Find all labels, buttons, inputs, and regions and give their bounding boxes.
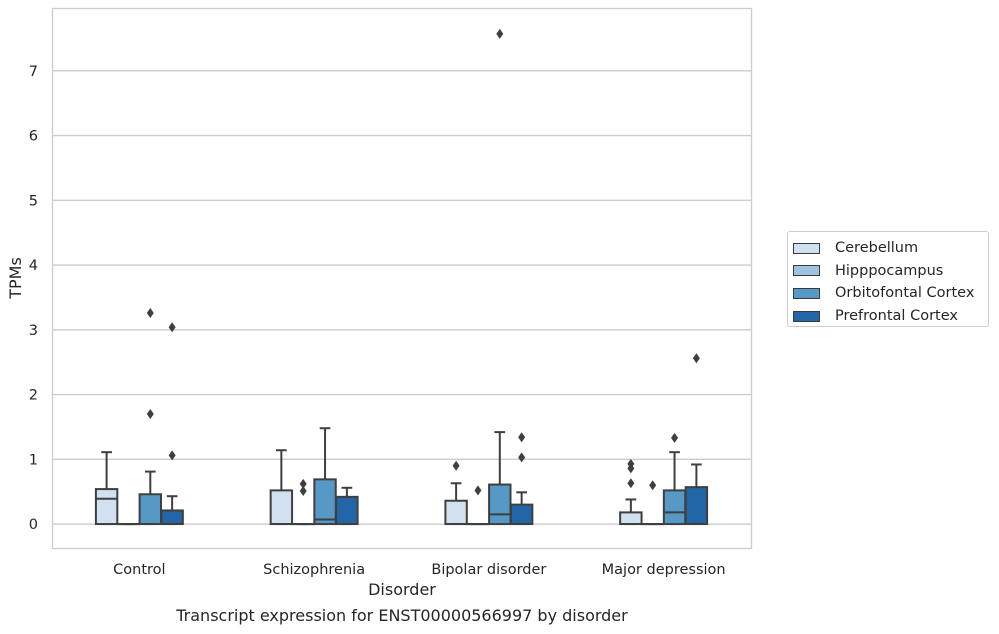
- box: [488, 483, 512, 526]
- outlier-point: [692, 353, 700, 364]
- outlier-point: [518, 432, 526, 443]
- outlier-point: [474, 485, 482, 496]
- y-tick-labels: 0 1 2 3 4 5 6 7: [29, 64, 38, 533]
- legend-item-orbitofrontal-cortex: Orbitofontal Cortex: [793, 282, 988, 305]
- y-tick-label: 0: [29, 517, 38, 533]
- box-group: [509, 432, 534, 526]
- box: [684, 486, 709, 526]
- legend-label-cerebellum: Cerebellum: [835, 240, 919, 257]
- outlier-point: [452, 460, 460, 471]
- legend: Cerebellum Hipppocampus Orbitofontal Cor…: [787, 231, 989, 327]
- legend-swatch-hippocampus: [793, 265, 820, 277]
- y-tick-label: 4: [29, 258, 38, 274]
- box: [509, 503, 534, 526]
- legend-swatch-prefrontal-cortex: [793, 310, 820, 322]
- outlier-point: [671, 432, 679, 443]
- outlier-point: [649, 480, 657, 491]
- y-axis-label: TPMs: [6, 257, 25, 300]
- outlier-point: [168, 450, 176, 461]
- x-tick-labels: Control Schizophrenia Bipolar disorder Majo…: [113, 562, 725, 578]
- box-group: [684, 353, 709, 526]
- outlier-point: [518, 452, 526, 463]
- box-group: [138, 307, 163, 526]
- y-tick-label: 6: [29, 129, 38, 145]
- box-group: [619, 458, 643, 526]
- box: [619, 511, 643, 526]
- plot-frame: [51, 7, 753, 550]
- box: [335, 495, 359, 526]
- box-group: [291, 478, 315, 526]
- box: [444, 499, 468, 526]
- x-axis-label: Disorder: [368, 580, 436, 599]
- y-tick-label: 2: [29, 388, 38, 404]
- box-group: [313, 427, 337, 526]
- outlier-point: [299, 478, 307, 489]
- chart-caption: Transcript expression for ENST0000056699…: [176, 606, 628, 625]
- outlier-point: [496, 28, 504, 39]
- box-group: [444, 460, 468, 526]
- outlier-point: [627, 463, 635, 474]
- box-plot-series: [94, 28, 709, 526]
- box: [94, 488, 119, 526]
- y-tick-label: 1: [29, 452, 38, 468]
- grid-lines: [52, 70, 751, 525]
- legend-item-prefrontal-cortex: Prefrontal Cortex: [793, 305, 988, 328]
- legend-item-hippocampus: Hipppocampus: [793, 260, 988, 283]
- outlier-point: [168, 322, 176, 333]
- y-tick-label: 7: [29, 64, 38, 80]
- box-group: [335, 486, 359, 526]
- legend-label-prefrontal-cortex: Prefrontal Cortex: [835, 308, 958, 325]
- box: [662, 489, 687, 526]
- x-tick-label: Bipolar disorder: [431, 562, 546, 578]
- legend-label-hippocampus: Hipppocampus: [835, 262, 944, 279]
- outlier-point: [627, 478, 635, 489]
- box-group: [662, 432, 687, 526]
- legend-item-cerebellum: Cerebellum: [793, 237, 988, 260]
- box: [138, 493, 163, 526]
- legend-label-orbitofrontal-cortex: Orbitofontal Cortex: [835, 285, 975, 302]
- box-group: [640, 480, 665, 526]
- x-tick-label: Major depression: [602, 562, 726, 578]
- outlier-point: [146, 408, 154, 419]
- y-tick-label: 3: [29, 323, 38, 339]
- y-tick-label: 5: [29, 193, 38, 209]
- box: [160, 509, 184, 526]
- box-group: [466, 485, 490, 526]
- x-tick-label: Control: [113, 562, 165, 578]
- legend-swatch-orbitofrontal-cortex: [793, 287, 820, 299]
- x-tick-label: Schizophrenia: [263, 562, 365, 578]
- box: [269, 489, 294, 526]
- outlier-point: [146, 307, 154, 318]
- box: [313, 478, 337, 526]
- box-group: [269, 449, 294, 526]
- legend-swatch-cerebellum: [793, 242, 820, 254]
- box-group: [94, 451, 119, 526]
- outlier-point: [299, 486, 307, 497]
- box-group: [160, 322, 184, 526]
- box-group: [488, 28, 512, 526]
